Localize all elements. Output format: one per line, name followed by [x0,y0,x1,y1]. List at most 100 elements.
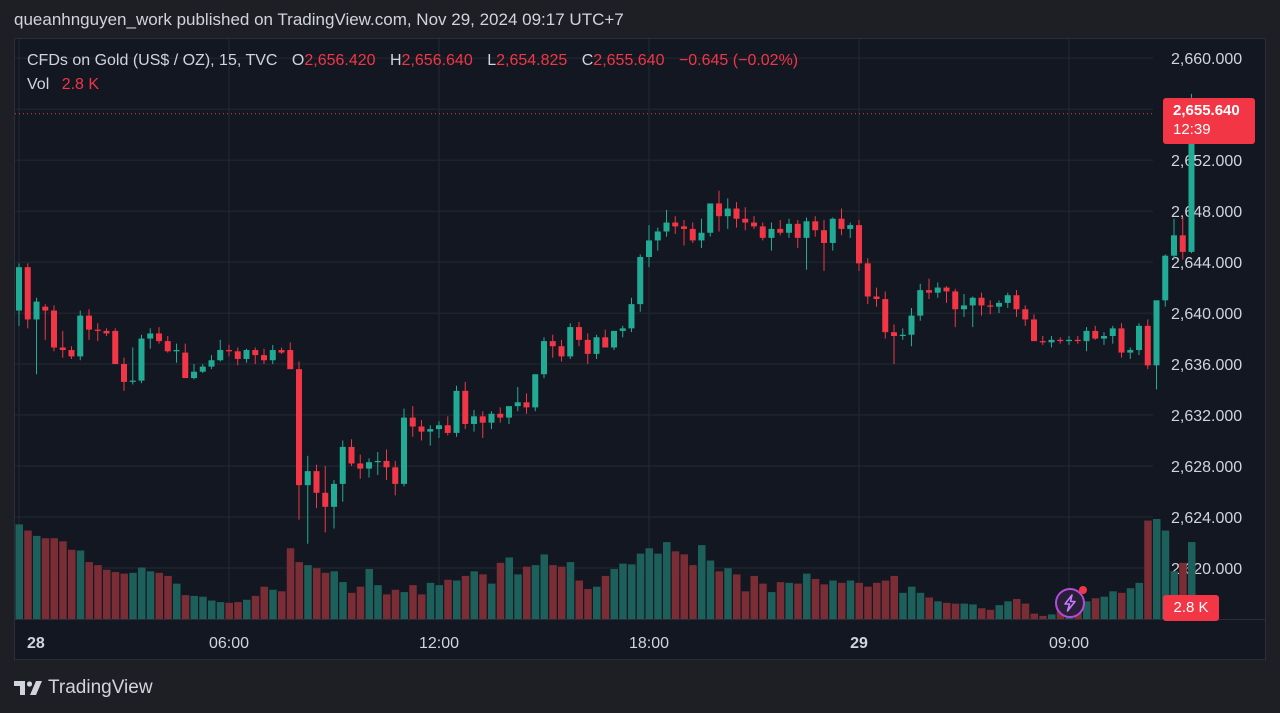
candle-body [191,371,197,379]
volume-bar [680,554,688,619]
volume-bar [243,599,251,619]
candle-body [1136,325,1142,351]
volume-bar [750,575,758,619]
symbol-label[interactable]: CFDs on Gold (US$ / OZ), 15, TVC [27,52,278,69]
candle-body [497,413,504,418]
volume-bar [803,573,811,619]
low-label: L [487,52,497,69]
volume-bar [453,580,461,619]
candle-body [322,492,329,507]
volume-bar [120,573,128,619]
candle-body [1092,330,1099,339]
volume-bar [304,565,312,619]
candle-body [278,350,285,353]
volume-bar [916,592,925,619]
candle-body [51,310,57,348]
candle-body [549,341,556,347]
volume-bar [610,569,618,619]
volume-bar [1161,530,1170,619]
price-chart[interactable]: 2,660.0002,656.0002,652.0002,648.0002,64… [15,39,1266,660]
candle-body [1083,330,1090,342]
volume-bar [1144,520,1152,619]
candle-body [138,338,145,381]
candle-body [471,416,477,424]
y-tick-label: 2,652.000 [1171,153,1242,170]
candle-body [392,467,399,484]
high-value: 2,656.640 [401,52,473,69]
candle-body [1188,98,1195,252]
x-tick-label: 18:00 [629,635,669,652]
volume-bar [155,572,163,619]
volume-bar [1030,613,1038,619]
volume-bar [164,575,172,619]
candle-body [619,328,626,331]
volume-bar [50,538,58,619]
volume-bar [208,600,216,619]
volume-bar [365,569,373,619]
candle-body [112,330,119,365]
candle-body [374,460,381,463]
volume-bar [689,565,697,619]
candle-body [68,350,75,357]
candle-body [164,341,171,352]
volume-bar [1004,601,1012,619]
notification-dot [1079,586,1087,594]
candle-body [882,299,889,333]
chart-panel[interactable]: 2,660.0002,656.0002,652.0002,648.0002,64… [14,38,1266,660]
volume-bar [951,603,960,619]
volume-bar [339,582,347,619]
y-tick-label: 2,624.000 [1171,510,1242,527]
last-price-tag: 2,655.640 12:39 [1163,98,1255,144]
lightning-icon[interactable] [1055,586,1087,618]
candle-body [576,327,582,340]
volume-bar [41,538,50,619]
candle-body [558,346,565,357]
close-label: C [581,52,594,69]
candle-body [961,305,967,310]
x-tick-label: 06:00 [209,635,249,652]
volume-bar [549,565,557,619]
open-value: 2,656.420 [304,52,376,69]
candle-body [584,339,591,354]
volume-bar [234,602,242,619]
candle-body [681,226,687,229]
candle-body [523,402,530,408]
volume-bar [523,566,531,619]
candle-body [366,462,372,469]
candle-body [593,337,600,354]
volume-bar [138,567,146,619]
candle-body [1031,319,1037,342]
candle-body [147,333,154,339]
candle-body [1162,255,1169,301]
volume-bar [313,568,321,619]
candle-body [873,296,880,300]
candle-body [453,390,460,433]
last-volume-tag: 2.8 K [1163,595,1219,621]
candle-body [1013,295,1020,310]
candle-body [698,232,705,241]
y-tick-label: 2,636.000 [1171,357,1242,374]
volume-bar [1188,542,1196,619]
volume-bar [33,535,41,619]
volume-bar [418,594,426,619]
candle-body [934,287,941,293]
volume-bar [593,586,601,619]
volume-label[interactable]: Vol [27,76,50,93]
candle-body [532,374,539,408]
tradingview-logo[interactable]: TradingView [14,677,153,699]
volume-bar [934,601,942,619]
candle-body [733,208,740,219]
volume-value: 2.8 K [61,76,100,93]
candle-body [838,218,845,229]
candle-body [418,426,425,432]
volume-bar [960,603,968,619]
candle-body [339,446,346,484]
volume-bar [1135,582,1143,619]
ohlc-legend: CFDs on Gold (US$ / OZ), 15, TVC O2,656.… [27,52,798,70]
candle-body [199,366,206,372]
x-tick-label: 12:00 [419,635,459,652]
candle-body [611,330,617,348]
candle-body [1004,295,1011,303]
volume-bar [846,580,855,619]
candle-body [768,228,775,238]
